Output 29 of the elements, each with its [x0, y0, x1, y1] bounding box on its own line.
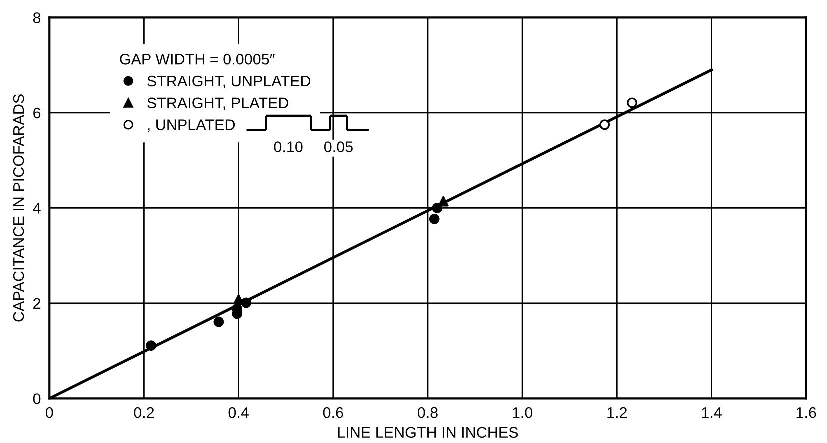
x-tick-label: 1.6	[796, 407, 816, 418]
y-tick-label: 2	[34, 298, 41, 309]
y-tick-label: 4	[33, 203, 41, 214]
x-tick-label: 0	[46, 407, 54, 418]
x-axis-title: LINE LENGTH IN INCHES	[338, 427, 518, 438]
point	[438, 196, 449, 207]
point	[241, 298, 252, 308]
legend-label: STRAIGHT, UNPLATED	[148, 76, 311, 88]
x-tick-label: 0.2	[134, 407, 154, 418]
x-tick-label: 1.0	[513, 407, 533, 418]
x-tick-label: 1.4	[702, 408, 722, 418]
point	[627, 98, 638, 108]
x-tick-label: 0.4	[228, 407, 249, 418]
y-axis-title: CAPACITANCE IN PICOFARADS	[13, 94, 24, 322]
y-tick-label: 6	[34, 108, 41, 119]
point	[214, 316, 224, 328]
annotation: 0.10	[274, 142, 303, 152]
legend-title: GAP WIDTH = 0.0005″	[120, 54, 275, 65]
x-tick-label: 0.8	[418, 407, 438, 418]
x-tick-label: 0.6	[323, 407, 344, 418]
y-tick-label: 8	[33, 12, 41, 24]
x-tick-label: 1.2	[608, 407, 627, 418]
legend-label: , UNPLATED	[148, 120, 236, 132]
point	[600, 120, 610, 130]
y-tick-label: 0	[33, 394, 41, 404]
legend-label: STRAIGHT, PLATED	[148, 98, 288, 110]
point	[146, 340, 157, 352]
point	[429, 214, 440, 224]
annotation: 0.05	[324, 142, 353, 152]
